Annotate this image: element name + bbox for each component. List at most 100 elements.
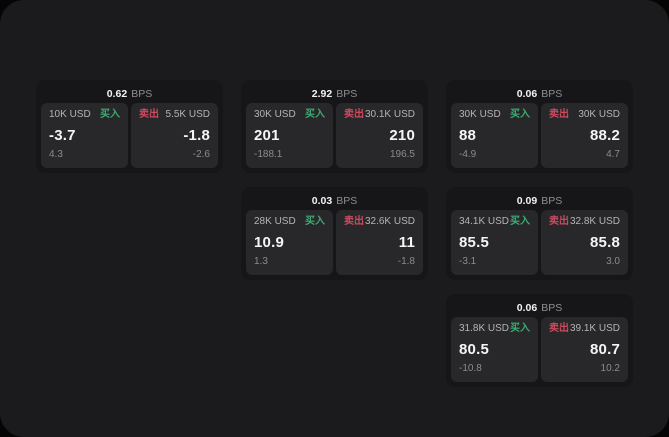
- card-header: 0.03 BPS: [246, 192, 423, 210]
- buy-price: 201: [254, 126, 280, 144]
- bps-value: 2.92: [311, 88, 333, 100]
- sell-panel[interactable]: 卖出 5.5K USD -1.8 -2.6: [131, 103, 218, 168]
- buy-panel[interactable]: 30K USD 买入 88 -4.9: [451, 103, 538, 168]
- sell-delta: -1.8: [397, 256, 415, 267]
- buy-price: 85.5: [459, 233, 489, 251]
- buy-side-label: 买入: [510, 109, 530, 120]
- buy-side-label: 买入: [305, 109, 325, 120]
- buy-size-label: 28K USD: [254, 216, 296, 227]
- sell-panel[interactable]: 卖出 32.8K USD 85.8 3.0: [541, 210, 628, 275]
- buy-delta: -10.8: [459, 363, 482, 374]
- sell-top-row: 卖出 30K USD: [549, 109, 620, 121]
- buy-size-label: 10K USD: [49, 109, 91, 120]
- quote-card: 0.62 BPS 10K USD 买入 -3.7 4.3 卖出 5.5K USD…: [36, 80, 223, 173]
- sell-delta: 196.5: [389, 149, 415, 160]
- quote-card: 2.92 BPS 30K USD 买入 201 -188.1 卖出 30.1K …: [241, 80, 428, 173]
- bps-value: 0.06: [516, 302, 538, 314]
- quote-panels: 30K USD 买入 201 -188.1 卖出 30.1K USD 210 1…: [246, 103, 423, 168]
- buy-price: 88: [459, 126, 477, 144]
- quote-panels: 30K USD 买入 88 -4.9 卖出 30K USD 88.2 4.7: [451, 103, 628, 168]
- quote-card: 0.06 BPS 31.8K USD 买入 80.5 -10.8 卖出 39.1…: [446, 294, 633, 387]
- bps-unit-label: BPS: [336, 88, 358, 100]
- quote-card: 0.06 BPS 30K USD 买入 88 -4.9 卖出 30K USD 8…: [446, 80, 633, 173]
- quote-panels: 34.1K USD 买入 85.5 -3.1 卖出 32.8K USD 85.8…: [451, 210, 628, 275]
- quote-panels: 10K USD 买入 -3.7 4.3 卖出 5.5K USD -1.8 -2.…: [41, 103, 218, 168]
- quote-panels: 28K USD 买入 10.9 1.3 卖出 32.6K USD 11 -1.8: [246, 210, 423, 275]
- sell-price: 11: [398, 233, 415, 251]
- sell-side-label: 卖出: [549, 323, 569, 334]
- buy-delta: -4.9: [459, 149, 477, 160]
- buy-side-label: 买入: [510, 216, 530, 227]
- sell-price: 88.2: [590, 126, 620, 144]
- sell-side-label: 卖出: [549, 109, 569, 120]
- sell-size-label: 30.1K USD: [364, 109, 415, 120]
- buy-top-row: 10K USD 买入: [49, 109, 120, 121]
- buy-size-label: 30K USD: [459, 109, 501, 120]
- card-header: 0.06 BPS: [451, 299, 628, 317]
- sell-side-label: 卖出: [549, 216, 569, 227]
- buy-panel[interactable]: 30K USD 买入 201 -188.1: [246, 103, 333, 168]
- cards-grid: 0.62 BPS 10K USD 买入 -3.7 4.3 卖出 5.5K USD…: [36, 80, 633, 387]
- sell-delta: -2.6: [192, 149, 210, 160]
- sell-panel[interactable]: 卖出 30K USD 88.2 4.7: [541, 103, 628, 168]
- sell-panel[interactable]: 卖出 30.1K USD 210 196.5: [336, 103, 423, 168]
- bps-value: 0.06: [516, 88, 538, 100]
- buy-delta: -3.1: [459, 256, 477, 267]
- bps-value: 0.62: [106, 88, 128, 100]
- buy-panel[interactable]: 10K USD 买入 -3.7 4.3: [41, 103, 128, 168]
- buy-delta: 4.3: [49, 149, 63, 160]
- bps-value: 0.03: [311, 195, 333, 207]
- sell-size-label: 5.5K USD: [165, 109, 210, 120]
- buy-top-row: 34.1K USD 买入: [459, 216, 530, 228]
- buy-top-row: 31.8K USD 买入: [459, 323, 530, 335]
- sell-delta: 3.0: [606, 256, 620, 267]
- buy-size-label: 30K USD: [254, 109, 296, 120]
- sell-top-row: 卖出 32.8K USD: [549, 216, 620, 228]
- sell-delta: 4.7: [606, 149, 620, 160]
- card-header: 0.62 BPS: [41, 85, 218, 103]
- sell-side-label: 卖出: [139, 109, 159, 120]
- sell-delta: 10.2: [600, 363, 620, 374]
- sell-price: -1.8: [183, 126, 210, 144]
- bps-unit-label: BPS: [541, 88, 563, 100]
- buy-price: 10.9: [254, 233, 284, 251]
- bps-unit-label: BPS: [131, 88, 153, 100]
- buy-side-label: 买入: [510, 323, 530, 334]
- sell-panel[interactable]: 卖出 32.6K USD 11 -1.8: [336, 210, 423, 275]
- buy-price: -3.7: [49, 126, 76, 144]
- sell-size-label: 30K USD: [578, 109, 620, 120]
- buy-top-row: 28K USD 买入: [254, 216, 325, 228]
- sell-price: 210: [389, 126, 415, 144]
- sell-size-label: 32.8K USD: [569, 216, 620, 227]
- buy-side-label: 买入: [100, 109, 120, 120]
- buy-price: 80.5: [459, 340, 489, 358]
- buy-side-label: 买入: [305, 216, 325, 227]
- quote-card: 0.03 BPS 28K USD 买入 10.9 1.3 卖出 32.6K US…: [241, 187, 428, 280]
- sell-size-label: 32.6K USD: [364, 216, 415, 227]
- sell-panel[interactable]: 卖出 39.1K USD 80.7 10.2: [541, 317, 628, 382]
- buy-top-row: 30K USD 买入: [459, 109, 530, 121]
- buy-delta: -188.1: [254, 149, 283, 160]
- sell-side-label: 卖出: [344, 109, 364, 120]
- bps-value: 0.09: [516, 195, 538, 207]
- card-header: 0.06 BPS: [451, 85, 628, 103]
- sell-side-label: 卖出: [344, 216, 364, 227]
- buy-panel[interactable]: 28K USD 买入 10.9 1.3: [246, 210, 333, 275]
- sell-price: 85.8: [590, 233, 620, 251]
- buy-delta: 1.3: [254, 256, 268, 267]
- buy-size-label: 31.8K USD: [459, 323, 510, 334]
- bps-unit-label: BPS: [541, 195, 563, 207]
- sell-top-row: 卖出 39.1K USD: [549, 323, 620, 335]
- buy-size-label: 34.1K USD: [459, 216, 510, 227]
- buy-panel[interactable]: 31.8K USD 买入 80.5 -10.8: [451, 317, 538, 382]
- sell-top-row: 卖出 5.5K USD: [139, 109, 210, 121]
- buy-panel[interactable]: 34.1K USD 买入 85.5 -3.1: [451, 210, 538, 275]
- quote-card: 0.09 BPS 34.1K USD 买入 85.5 -3.1 卖出 32.8K…: [446, 187, 633, 280]
- card-header: 0.09 BPS: [451, 192, 628, 210]
- sell-top-row: 卖出 30.1K USD: [344, 109, 415, 121]
- card-header: 2.92 BPS: [246, 85, 423, 103]
- sell-top-row: 卖出 32.6K USD: [344, 216, 415, 228]
- quote-panels: 31.8K USD 买入 80.5 -10.8 卖出 39.1K USD 80.…: [451, 317, 628, 382]
- bps-unit-label: BPS: [336, 195, 358, 207]
